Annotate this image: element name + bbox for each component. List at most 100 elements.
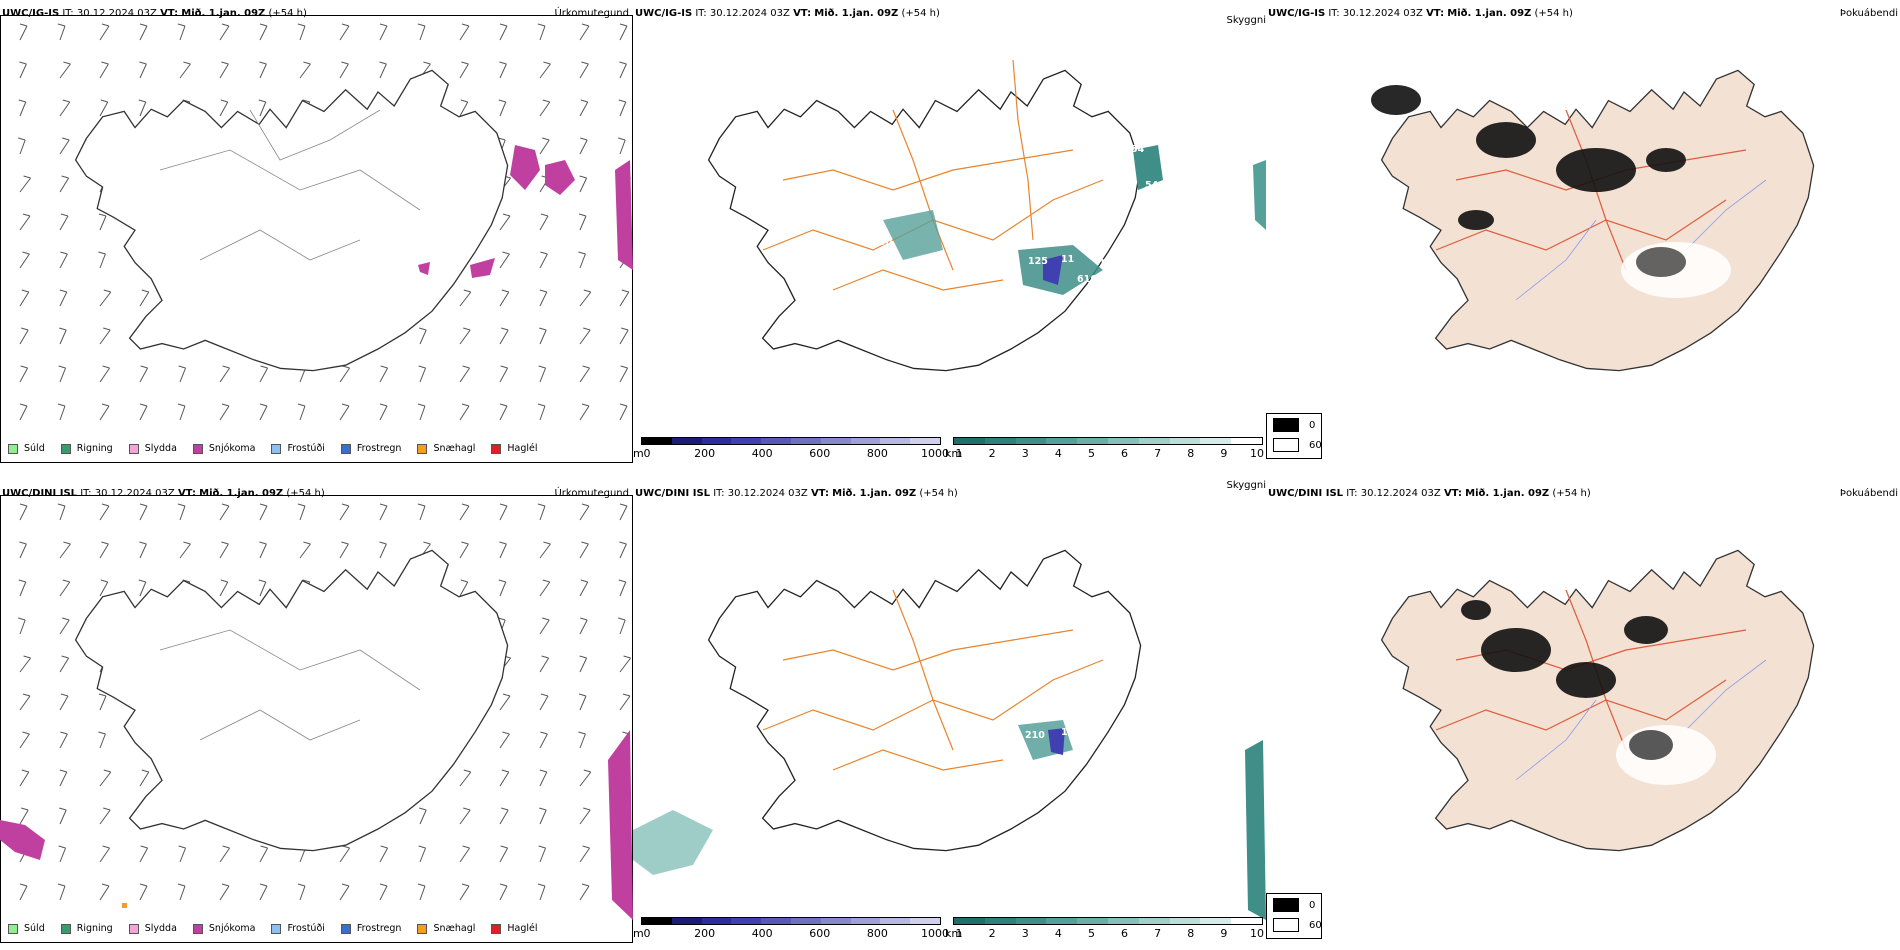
wind-barb: [19, 503, 28, 521]
wind-barb: [459, 807, 471, 825]
legend-item: Snæhagl: [417, 443, 475, 454]
fog-legend-label: 60: [1309, 439, 1322, 451]
fog-panel-row1: UWC/IG-IS IT: 30.12.2024 03Z VT: Mið. 1.…: [1266, 0, 1900, 470]
wind-barb: [98, 251, 106, 269]
colorbar-tick-label: 0: [643, 447, 651, 460]
wind-barb: [619, 61, 627, 79]
panel-parameter-label: Þokuábendi: [1839, 8, 1898, 19]
colorbar-tick-label: 6: [1121, 447, 1129, 460]
wind-barb: [219, 579, 229, 597]
wind-barb: [537, 23, 546, 41]
wind-barb: [539, 655, 550, 673]
fog-map: [1371, 69, 1815, 372]
fog-legend-label: 0: [1309, 899, 1316, 911]
wind-barb: [18, 617, 26, 635]
fog-index-legend: 0 60: [1266, 413, 1322, 459]
wind-barb: [19, 769, 30, 787]
wind-barb: [578, 731, 586, 749]
wind-barb: [19, 327, 29, 345]
wind-barb: [19, 807, 29, 825]
wind-barb: [18, 137, 26, 155]
panel-title: UWC/DINI ISL IT: 30.12.2024 03Z VT: Mið.…: [1268, 488, 1591, 499]
legend-item: Rigning: [60, 443, 113, 454]
wind-barb: [297, 403, 306, 421]
wind-barb: [19, 693, 31, 711]
wind-barb: [99, 23, 110, 41]
wind-barb: [59, 213, 69, 231]
visibility-panel-row1: UWC/IG-IS IT: 30.12.2024 03Z VT: Mið. 1.…: [633, 0, 1266, 470]
wind-barb: [579, 845, 591, 863]
wind-barb: [139, 883, 148, 901]
wind-barb: [58, 845, 67, 863]
snowfall-area: [470, 258, 495, 278]
colorbar-unit: m: [633, 447, 644, 460]
panel-parameter-label: Þokuábendi: [1839, 488, 1898, 499]
legend-label: Snæhagl: [433, 443, 476, 454]
visibility-colorbar: km 1 2 3 4 5 6 7 8 9 10: [945, 437, 1266, 470]
colorbar-unit: km: [945, 927, 963, 940]
wind-barb: [259, 883, 268, 901]
wind-barb: [499, 769, 510, 787]
panel-title: UWC/DINI ISL IT: 30.12.2024 03Z VT: Mið.…: [2, 488, 325, 499]
panel-parameter-label: Skyggni: [1226, 480, 1266, 491]
wind-barb: [19, 175, 31, 193]
wind-barb: [379, 403, 388, 421]
colorbar-strip: [953, 917, 1263, 925]
wind-barb: [579, 137, 588, 155]
wind-barb: [19, 655, 31, 673]
wind-barb: [539, 251, 548, 269]
cloud-base-colorbar: m 0 200 400 600 800 1000: [633, 917, 949, 950]
colorbar-tick-label: 4: [1054, 927, 1062, 940]
wind-barb: [499, 289, 510, 307]
colorbar-tick-label: 5: [1087, 447, 1095, 460]
colorbar-tick-label: 9: [1220, 447, 1228, 460]
wind-barb: [499, 693, 511, 711]
wind-barb: [259, 503, 268, 521]
wind-barb: [59, 807, 67, 825]
colorbar-strip: [641, 917, 941, 925]
wind-barb: [98, 693, 107, 711]
wind-barb: [139, 403, 148, 421]
wind-barb: [299, 541, 311, 559]
wind-barb: [459, 503, 470, 521]
wind-barb: [259, 403, 268, 421]
wind-barb: [619, 365, 629, 383]
wind-barb: [579, 579, 589, 597]
panel-title: UWC/IG-IS IT: 30.12.2024 03Z VT: Mið. 1.…: [1268, 8, 1573, 19]
wind-barb: [417, 403, 426, 421]
colorbar-tick-label: 0: [643, 927, 651, 940]
wind-barb: [499, 365, 509, 383]
wind-barb: [177, 23, 186, 41]
wind-barb: [59, 61, 71, 79]
wind-barb: [579, 327, 591, 345]
wind-barb: [59, 175, 70, 193]
wind-barb: [619, 655, 631, 673]
wind-barb: [258, 579, 267, 597]
wind-barb: [619, 693, 631, 711]
wind-barb: [379, 61, 387, 79]
wind-barb: [537, 503, 546, 521]
wind-barb: [539, 327, 547, 345]
wind-barb: [219, 403, 230, 421]
wind-barb: [539, 99, 551, 117]
colorbar-tick-label: 800: [866, 927, 888, 940]
wind-barb: [618, 617, 626, 635]
wind-barb: [499, 845, 509, 863]
wind-barb: [459, 883, 470, 901]
wind-barb: [59, 289, 68, 307]
wind-barb: [297, 23, 306, 41]
precip-type-panel-row1: UWC/IG-IS IT: 30.12.2024 03Z VT: Mið. 1.…: [0, 0, 633, 470]
legend-label: Súld: [24, 923, 45, 934]
wind-barb: [59, 137, 70, 155]
wind-barb: [539, 579, 551, 597]
wind-barb: [99, 365, 111, 383]
snowfall-area: [608, 730, 633, 920]
colorbar-tick-label: 1000: [921, 927, 949, 940]
wind-barb: [579, 175, 588, 193]
wind-barb: [139, 289, 150, 307]
wind-barb: [459, 403, 470, 421]
legend-item: Snæhagl: [417, 923, 475, 934]
wind-barb: [578, 251, 586, 269]
wind-barb: [619, 541, 627, 559]
